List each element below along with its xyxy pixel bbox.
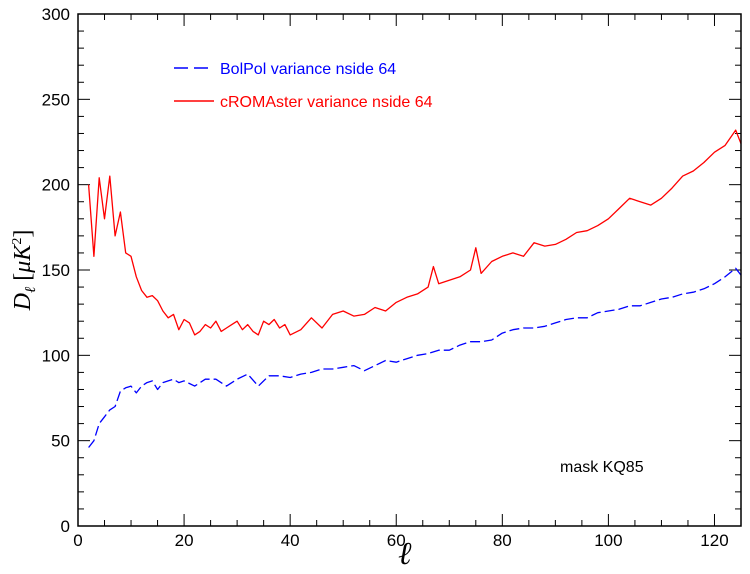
tick-labels: 0 20 40 60 80 100 120 0 50 100 150 200 250 300 [42,5,729,550]
x-tick-label: 40 [281,531,300,550]
x-tick-label: 80 [493,531,512,550]
legend-label-bolpol: BolPol variance nside 64 [220,61,396,78]
svg-text:Dℓ[μK2]: Dℓ [μK2] [10,230,39,312]
plot-frame [77,13,742,527]
x-tick-label: 20 [175,531,194,550]
y-label-sub: ℓ [23,287,39,293]
y-tick-label: 300 [42,5,70,24]
y-tick-label: 250 [42,90,70,109]
y-axis-label: Dℓ [μK2] [10,230,39,312]
x-tick-label: 60 [387,531,406,550]
y-label-main: D [10,293,36,311]
x-axis-label: ℓ [398,535,412,571]
legend-label-cromaster: cROMAster variance nside 64 [220,94,433,111]
y-label-close: ] [10,230,36,238]
legend: BolPol variance nside 64 cROMAster varia… [174,61,433,111]
x-tick-label: 0 [73,531,82,550]
y-tick-label: 50 [51,432,70,451]
series-line-bolpol [88,267,742,448]
y-label-k: K [10,243,36,262]
x-tick-label: 120 [700,531,728,550]
tick-marks [77,13,742,527]
y-tick-label: 200 [42,176,70,195]
y-label-open: [ [10,273,36,281]
y-tick-label: 0 [61,517,70,536]
series-line-cromaster [87,129,742,336]
y-label-mu: μ [10,261,36,274]
y-tick-label: 150 [42,261,70,280]
y-label-exp: 2 [10,238,25,245]
series-layer [87,129,742,448]
x-tick-label: 100 [594,531,622,550]
mask-annotation: mask KQ85 [560,459,644,476]
y-tick-label: 100 [42,346,70,365]
